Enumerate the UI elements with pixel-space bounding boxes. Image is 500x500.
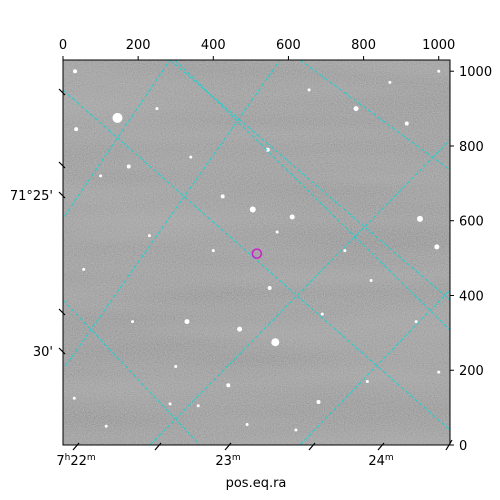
- star: [320, 312, 324, 316]
- star: [369, 279, 373, 283]
- x-axis-label: pos.eq.ra: [226, 476, 287, 491]
- star: [82, 267, 86, 271]
- star: [73, 69, 78, 74]
- star: [365, 379, 369, 383]
- ra-minor-tick: [154, 442, 162, 451]
- grid-line: [63, 89, 450, 431]
- ra-tick-label: 7h22m: [56, 453, 95, 469]
- top-tick-label: 800: [351, 38, 376, 53]
- star: [112, 112, 123, 123]
- star: [267, 286, 272, 291]
- dec-minor-tick: [58, 161, 66, 169]
- star: [99, 174, 103, 178]
- dec-tick: [58, 347, 66, 355]
- star: [174, 365, 178, 369]
- star: [211, 249, 215, 253]
- bottom-ra-axis: 7h22m 23m 24m: [56, 439, 453, 469]
- star: [168, 402, 172, 406]
- star: [388, 80, 392, 84]
- star: [265, 147, 270, 152]
- grid-line: [63, 60, 281, 371]
- star: [196, 404, 200, 408]
- star: [126, 164, 131, 169]
- right-tick-label: 1000: [459, 65, 492, 80]
- star: [237, 326, 243, 332]
- star: [131, 320, 135, 324]
- coordinate-grid: [63, 60, 450, 445]
- right-tick-label: 800: [459, 140, 484, 155]
- ra-tick-label: 24m: [368, 453, 393, 469]
- dec-tick: [58, 191, 66, 199]
- star: [226, 383, 231, 388]
- right-tick-label: 0: [459, 439, 467, 454]
- grid-line: [149, 139, 450, 445]
- right-tick-label: 400: [459, 289, 484, 304]
- star: [147, 234, 151, 238]
- star: [434, 244, 440, 250]
- plot-area: [63, 60, 450, 445]
- top-tick-label: 0: [59, 38, 67, 53]
- grid-line: [63, 60, 171, 220]
- star: [249, 206, 256, 213]
- star: [343, 249, 347, 253]
- sky-banding: [63, 60, 450, 445]
- ra-tick-label: 23m: [215, 453, 240, 469]
- top-pixel-axis: 0 200 400 600 800 1000: [59, 38, 455, 60]
- star: [189, 155, 193, 159]
- star: [316, 400, 321, 405]
- grid-line: [169, 60, 450, 301]
- dec-minor-tick: [58, 88, 66, 96]
- star: [289, 214, 295, 220]
- star: [307, 88, 311, 92]
- dec-tick-label: 71°25': [10, 189, 53, 204]
- top-tick-label: 200: [126, 38, 151, 53]
- ra-tick: [377, 442, 385, 451]
- star: [72, 396, 76, 400]
- target-marker: [251, 248, 263, 259]
- star: [271, 338, 280, 347]
- star: [437, 69, 441, 73]
- star: [353, 106, 359, 112]
- grid-line: [63, 240, 64, 242]
- top-tick-label: 600: [276, 38, 301, 53]
- star: [416, 215, 423, 222]
- star: [74, 127, 79, 132]
- star: [404, 121, 409, 126]
- star: [155, 107, 159, 111]
- top-tick-label: 400: [201, 38, 226, 53]
- star: [414, 320, 418, 324]
- stars-layer: [72, 69, 441, 432]
- star: [245, 422, 249, 426]
- ra-tick: [224, 442, 232, 451]
- star: [275, 230, 279, 234]
- right-tick-label: 600: [459, 215, 484, 230]
- star: [220, 194, 225, 199]
- dec-minor-tick: [58, 308, 66, 316]
- plot-frame: [62, 59, 451, 446]
- grid-line: [174, 60, 450, 331]
- star: [104, 424, 108, 428]
- top-tick-label: 1000: [422, 38, 455, 53]
- dec-tick-label: 30': [33, 345, 53, 360]
- left-dec-axis: 71°25' 30': [10, 88, 66, 360]
- star: [294, 428, 298, 432]
- grid-line: [63, 299, 201, 445]
- right-tick-label: 200: [459, 364, 484, 379]
- ra-minor-tick: [308, 442, 316, 451]
- star: [184, 319, 190, 325]
- right-pixel-axis: 0 200 400 600 800 1000: [450, 65, 492, 454]
- ra-minor-tick: [445, 439, 453, 451]
- ra-tick: [72, 442, 80, 451]
- grid-line: [299, 60, 450, 171]
- star: [437, 370, 441, 374]
